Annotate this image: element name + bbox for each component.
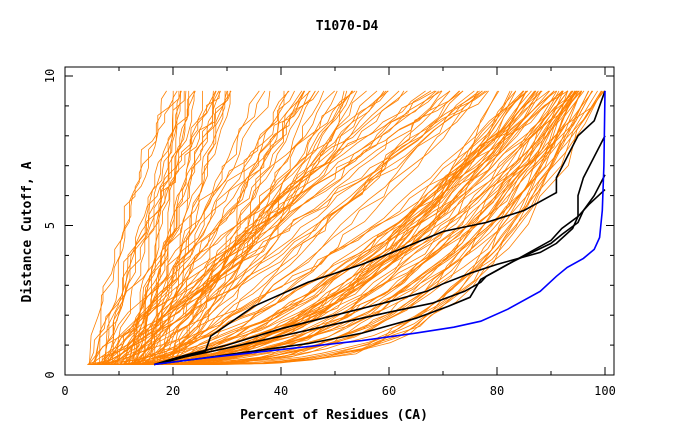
orange-model-line [124, 90, 437, 365]
orange-model-line [88, 90, 356, 365]
orange-model-line [141, 90, 367, 365]
y-tick-label: 0 [43, 371, 57, 378]
orange-model-line [106, 90, 260, 365]
orange-series-group [87, 90, 605, 365]
orange-model-line [134, 90, 195, 365]
orange-model-line [137, 90, 528, 365]
orange-model-line [143, 90, 358, 365]
orange-model-line [163, 90, 285, 365]
orange-model-line [126, 90, 432, 365]
orange-model-line [163, 90, 338, 365]
orange-model-line [143, 90, 348, 365]
y-tick-label: 10 [43, 69, 57, 83]
orange-model-line [117, 90, 196, 365]
orange-model-line [169, 90, 335, 365]
black-series-line-3 [153, 174, 606, 366]
y-axis: 0 5 10 [43, 69, 614, 379]
orange-model-line [163, 90, 229, 365]
y-axis-label: Distance Cutoff, A [20, 161, 35, 302]
orange-model-line [132, 90, 498, 365]
orange-model-line [145, 90, 569, 365]
x-tick-label: 60 [382, 384, 396, 398]
x-tick-label: 20 [166, 384, 180, 398]
orange-model-line [144, 90, 582, 365]
orange-model-line [88, 90, 214, 365]
orange-model-line [125, 90, 295, 365]
chart-title: T1070-D4 [316, 19, 379, 34]
orange-model-line [89, 90, 174, 365]
orange-model-line [102, 90, 167, 365]
orange-model-line [127, 90, 532, 365]
orange-model-line [93, 90, 354, 365]
orange-model-line [142, 90, 228, 365]
orange-model-line [126, 90, 580, 365]
orange-model-line [123, 90, 542, 365]
orange-model-line [171, 90, 451, 365]
x-tick-label: 100 [594, 384, 616, 398]
black-series-line-4 [153, 189, 606, 366]
x-axis-label: Percent of Residues (CA) [240, 408, 428, 423]
orange-model-line [135, 90, 408, 365]
orange-model-line [105, 90, 483, 365]
orange-model-line [109, 90, 555, 365]
orange-model-line [137, 90, 564, 365]
black-series-line-2 [153, 135, 606, 366]
orange-model-line [151, 90, 306, 365]
orange-model-line [159, 90, 217, 365]
orange-model-line [144, 90, 178, 365]
orange-model-line [110, 90, 582, 365]
orange-model-line [102, 90, 569, 365]
plot-frame [64, 66, 615, 376]
y-tick-label: 5 [43, 222, 57, 229]
orange-model-line [135, 90, 303, 365]
black-series-line-1 [153, 90, 606, 366]
blue-series-line [153, 90, 606, 366]
x-tick-label: 0 [61, 384, 68, 398]
orange-model-line [95, 90, 543, 365]
orange-model-line [109, 90, 387, 365]
orange-model-line [92, 90, 385, 365]
highlight-series-group [153, 90, 606, 366]
orange-model-line [104, 90, 220, 365]
x-tick-label: 80 [490, 384, 504, 398]
orange-model-line [111, 90, 181, 365]
orange-model-line [100, 90, 451, 365]
orange-model-line [93, 90, 180, 365]
orange-model-line [147, 90, 187, 365]
orange-model-line [161, 90, 325, 365]
orange-model-line [172, 90, 585, 365]
orange-model-line [122, 90, 220, 365]
x-tick-label: 40 [274, 384, 288, 398]
orange-model-line [131, 90, 320, 365]
orange-model-line [167, 90, 488, 365]
orange-model-line [102, 90, 480, 365]
orange-model-line [99, 90, 182, 365]
orange-model-line [87, 90, 271, 365]
orange-model-line [127, 90, 483, 365]
orange-model-line [101, 90, 436, 365]
orange-model-line [103, 90, 266, 365]
orange-model-line [155, 90, 310, 365]
orange-model-line [151, 90, 576, 365]
orange-model-line [131, 90, 185, 365]
orange-model-line [94, 90, 316, 365]
x-axis: 0 20 40 60 80 100 [61, 67, 616, 398]
orange-model-line [119, 90, 464, 365]
orange-model-line [152, 90, 203, 365]
orange-model-line [139, 90, 231, 365]
